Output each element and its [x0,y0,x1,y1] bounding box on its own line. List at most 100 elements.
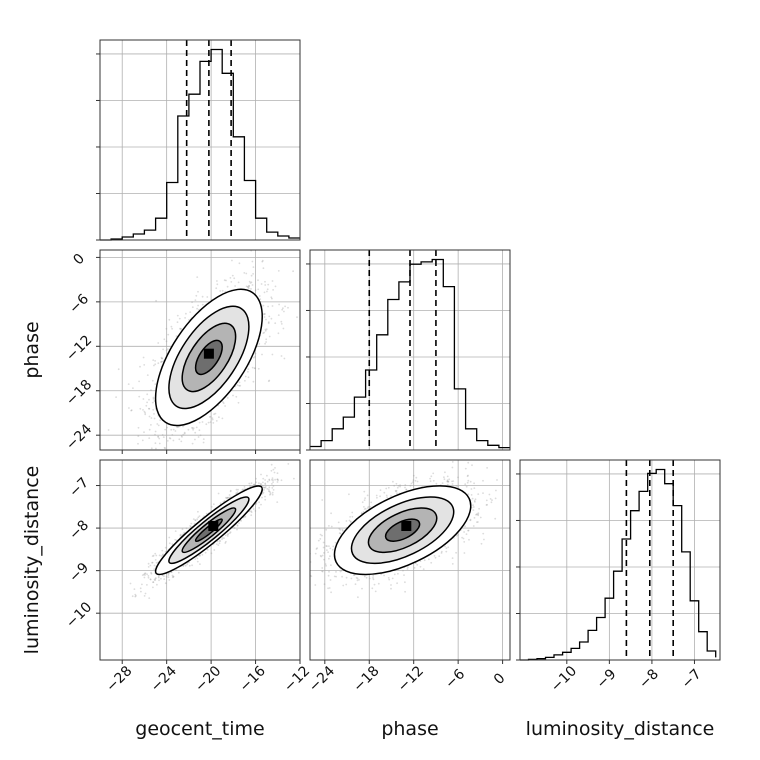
sample-point [395,482,398,485]
sample-point [148,428,151,431]
sample-point [235,395,238,398]
sample-point [251,260,254,263]
sample-point [476,521,478,523]
sample-point [263,486,265,489]
sample-point [274,478,276,481]
sample-point [186,563,189,566]
sample-point [222,402,225,405]
sample-point [254,355,256,358]
panel-frame [99,39,301,241]
sample-point [372,577,374,579]
sample-point [202,441,205,444]
sample-point [315,548,318,550]
sample-point [180,328,182,331]
sample-point [139,365,141,368]
sample-point [147,576,150,579]
sample-point [171,543,174,545]
sample-point [195,426,198,429]
sample-point [325,564,327,567]
sample-point [150,447,153,450]
sample-point [225,279,227,282]
sample-point [271,487,274,489]
sample-point [176,321,179,324]
sample-point [243,486,246,488]
sample-point [142,398,145,400]
sample-point [143,410,146,413]
sample-point [272,481,274,483]
sample-point [161,434,164,436]
sample-point [235,492,238,495]
sample-point [261,260,264,263]
sample-point [141,574,144,576]
sample-point [254,510,257,512]
sample-point [272,468,275,471]
sample-point [282,307,284,310]
panels-layer: −28 −24 −20 −16 −12−24 −18 −12 −6 0 −10 −9 −8 −7−24−… [63,39,721,695]
sample-point [229,532,231,534]
sample-point [213,549,216,551]
sample-point [180,440,183,443]
sample-point [221,537,224,539]
sample-point [250,510,252,512]
sample-point [390,495,392,497]
sample-point [260,283,263,285]
sample-point [144,574,146,576]
sample-point [271,353,274,356]
sample-point [270,296,273,299]
sample-point [107,429,110,431]
sample-point [165,575,168,578]
sample-point [164,546,167,549]
sample-point [457,476,459,479]
sample-point [227,496,230,499]
sample-point [154,430,157,433]
sample-point [363,508,366,510]
sample-point [263,291,266,294]
sample-point [228,494,231,496]
sample-point [252,484,255,486]
sample-point [201,553,204,556]
sample-point [244,379,246,382]
sample-point [330,591,332,594]
sample-point [196,557,199,560]
sample-point [356,579,359,582]
sample-point [192,428,195,431]
sample-point [247,370,249,373]
sample-point [257,288,260,291]
sample-point [219,502,222,505]
sample-point [249,282,252,284]
sample-point [141,583,143,586]
sample-point [146,584,148,586]
sample-point [210,506,213,508]
sample-point [151,561,154,564]
sample-point [245,272,248,275]
sample-point [120,465,122,467]
sample-point [237,488,239,491]
sample-point [246,285,249,288]
sample-point [268,315,271,318]
sample-point [147,562,150,565]
sample-point [473,500,476,502]
sample-point [141,439,144,442]
sample-point [199,434,202,437]
sample-point [153,413,155,415]
sample-point [144,572,147,575]
sample-point [328,525,330,527]
hist-panel-geocent_time [96,39,301,241]
sample-point [198,554,201,556]
sample-point [269,491,272,494]
sample-point [293,477,295,480]
sample-point [159,419,162,421]
histogram-geocent_time [100,48,300,241]
sample-point [267,322,270,325]
sample-point [446,475,449,478]
sample-point [283,357,286,360]
sample-point [264,329,267,332]
sample-point [226,533,229,536]
sample-point [260,473,262,476]
sample-point [148,407,151,410]
sample-point [252,380,255,383]
sample-point [117,368,120,371]
sample-point [244,375,247,378]
sample-point [215,420,218,422]
sample-point [221,417,224,420]
